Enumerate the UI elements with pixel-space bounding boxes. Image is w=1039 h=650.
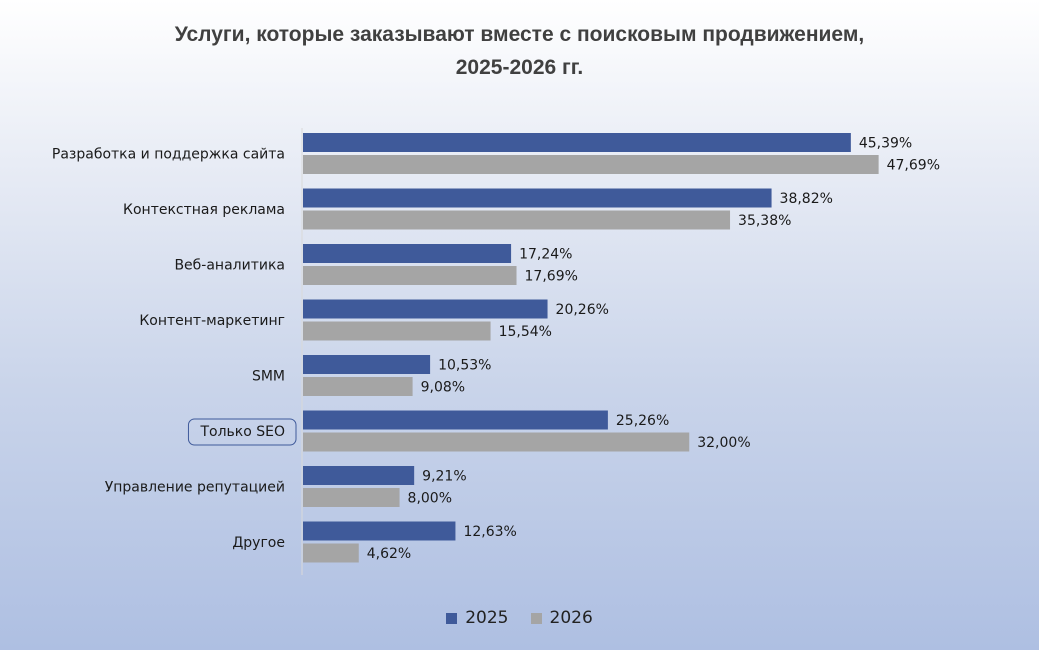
value-label-2025-cat-5: 25,26% xyxy=(616,413,669,429)
bar-2026-cat-6 xyxy=(303,488,400,507)
chart-title-line-2: 2025-2026 гг. xyxy=(455,56,584,79)
value-label-2025-cat-3: 20,26% xyxy=(556,302,609,318)
legend-swatch-2026 xyxy=(530,612,542,624)
category-label-cat-6: Управление репутацией xyxy=(105,480,285,496)
bar-2026-cat-5 xyxy=(303,432,690,452)
bar-2026-cat-1 xyxy=(303,210,731,230)
bar-2026-cat-7 xyxy=(303,543,359,563)
chart-legend: 2025 2026 xyxy=(0,608,1039,628)
chart-title-line-1: Услуги, которые заказывают вместе с поис… xyxy=(174,23,865,46)
bar-2026-cat-3 xyxy=(303,321,491,341)
value-label-2026-cat-1: 35,38% xyxy=(738,213,791,229)
value-label-2026-cat-3: 15,54% xyxy=(499,324,552,340)
value-label-2026-cat-2: 17,69% xyxy=(525,269,578,285)
bar-2025-cat-3 xyxy=(303,299,548,319)
bar-2026-cat-2 xyxy=(303,266,517,285)
category-label-cat-7: Другое xyxy=(232,535,285,551)
value-label-2025-cat-0: 45,39% xyxy=(859,136,912,152)
category-label-cat-5: Только SEO xyxy=(199,424,285,440)
value-label-2026-cat-7: 4,62% xyxy=(367,546,411,562)
bar-2025-cat-6 xyxy=(303,466,415,485)
bar-2025-cat-5 xyxy=(303,410,608,430)
bar-2025-cat-0 xyxy=(303,133,851,152)
value-label-2025-cat-2: 17,24% xyxy=(519,247,572,263)
bar-2026-cat-0 xyxy=(303,155,879,174)
category-label-cat-2: Веб-аналитика xyxy=(174,258,285,274)
legend-item-2026: 2026 xyxy=(530,608,593,628)
value-label-2026-cat-6: 8,00% xyxy=(408,491,452,507)
bar-2025-cat-2 xyxy=(303,244,512,263)
value-label-2025-cat-6: 9,21% xyxy=(422,469,466,485)
category-label-cat-4: SMM xyxy=(252,369,285,385)
legend-label-2025: 2025 xyxy=(465,608,509,628)
value-label-2025-cat-4: 10,53% xyxy=(438,358,491,374)
legend-item-2025: 2025 xyxy=(446,608,509,628)
category-label-cat-0: Разработка и поддержка сайта xyxy=(52,147,285,163)
highlight-box-cat-5 xyxy=(187,418,297,446)
bar-2025-cat-4 xyxy=(303,355,431,374)
category-label-cat-1: Контекстная реклама xyxy=(123,202,285,218)
value-label-2026-cat-0: 47,69% xyxy=(887,158,940,174)
value-label-2025-cat-7: 12,63% xyxy=(463,524,516,540)
chart-title: Услуги, которые заказывают вместе с поис… xyxy=(0,18,1039,84)
category-label-cat-3: Контент-маркетинг xyxy=(139,313,285,329)
value-label-2025-cat-1: 38,82% xyxy=(780,191,833,207)
bar-2025-cat-1 xyxy=(303,188,772,208)
value-label-2026-cat-5: 32,00% xyxy=(697,435,750,451)
value-label-2026-cat-4: 9,08% xyxy=(421,380,465,396)
legend-label-2026: 2026 xyxy=(549,608,593,628)
legend-swatch-2025 xyxy=(446,612,458,624)
bar-2025-cat-7 xyxy=(303,521,456,541)
bar-2026-cat-4 xyxy=(303,377,413,396)
